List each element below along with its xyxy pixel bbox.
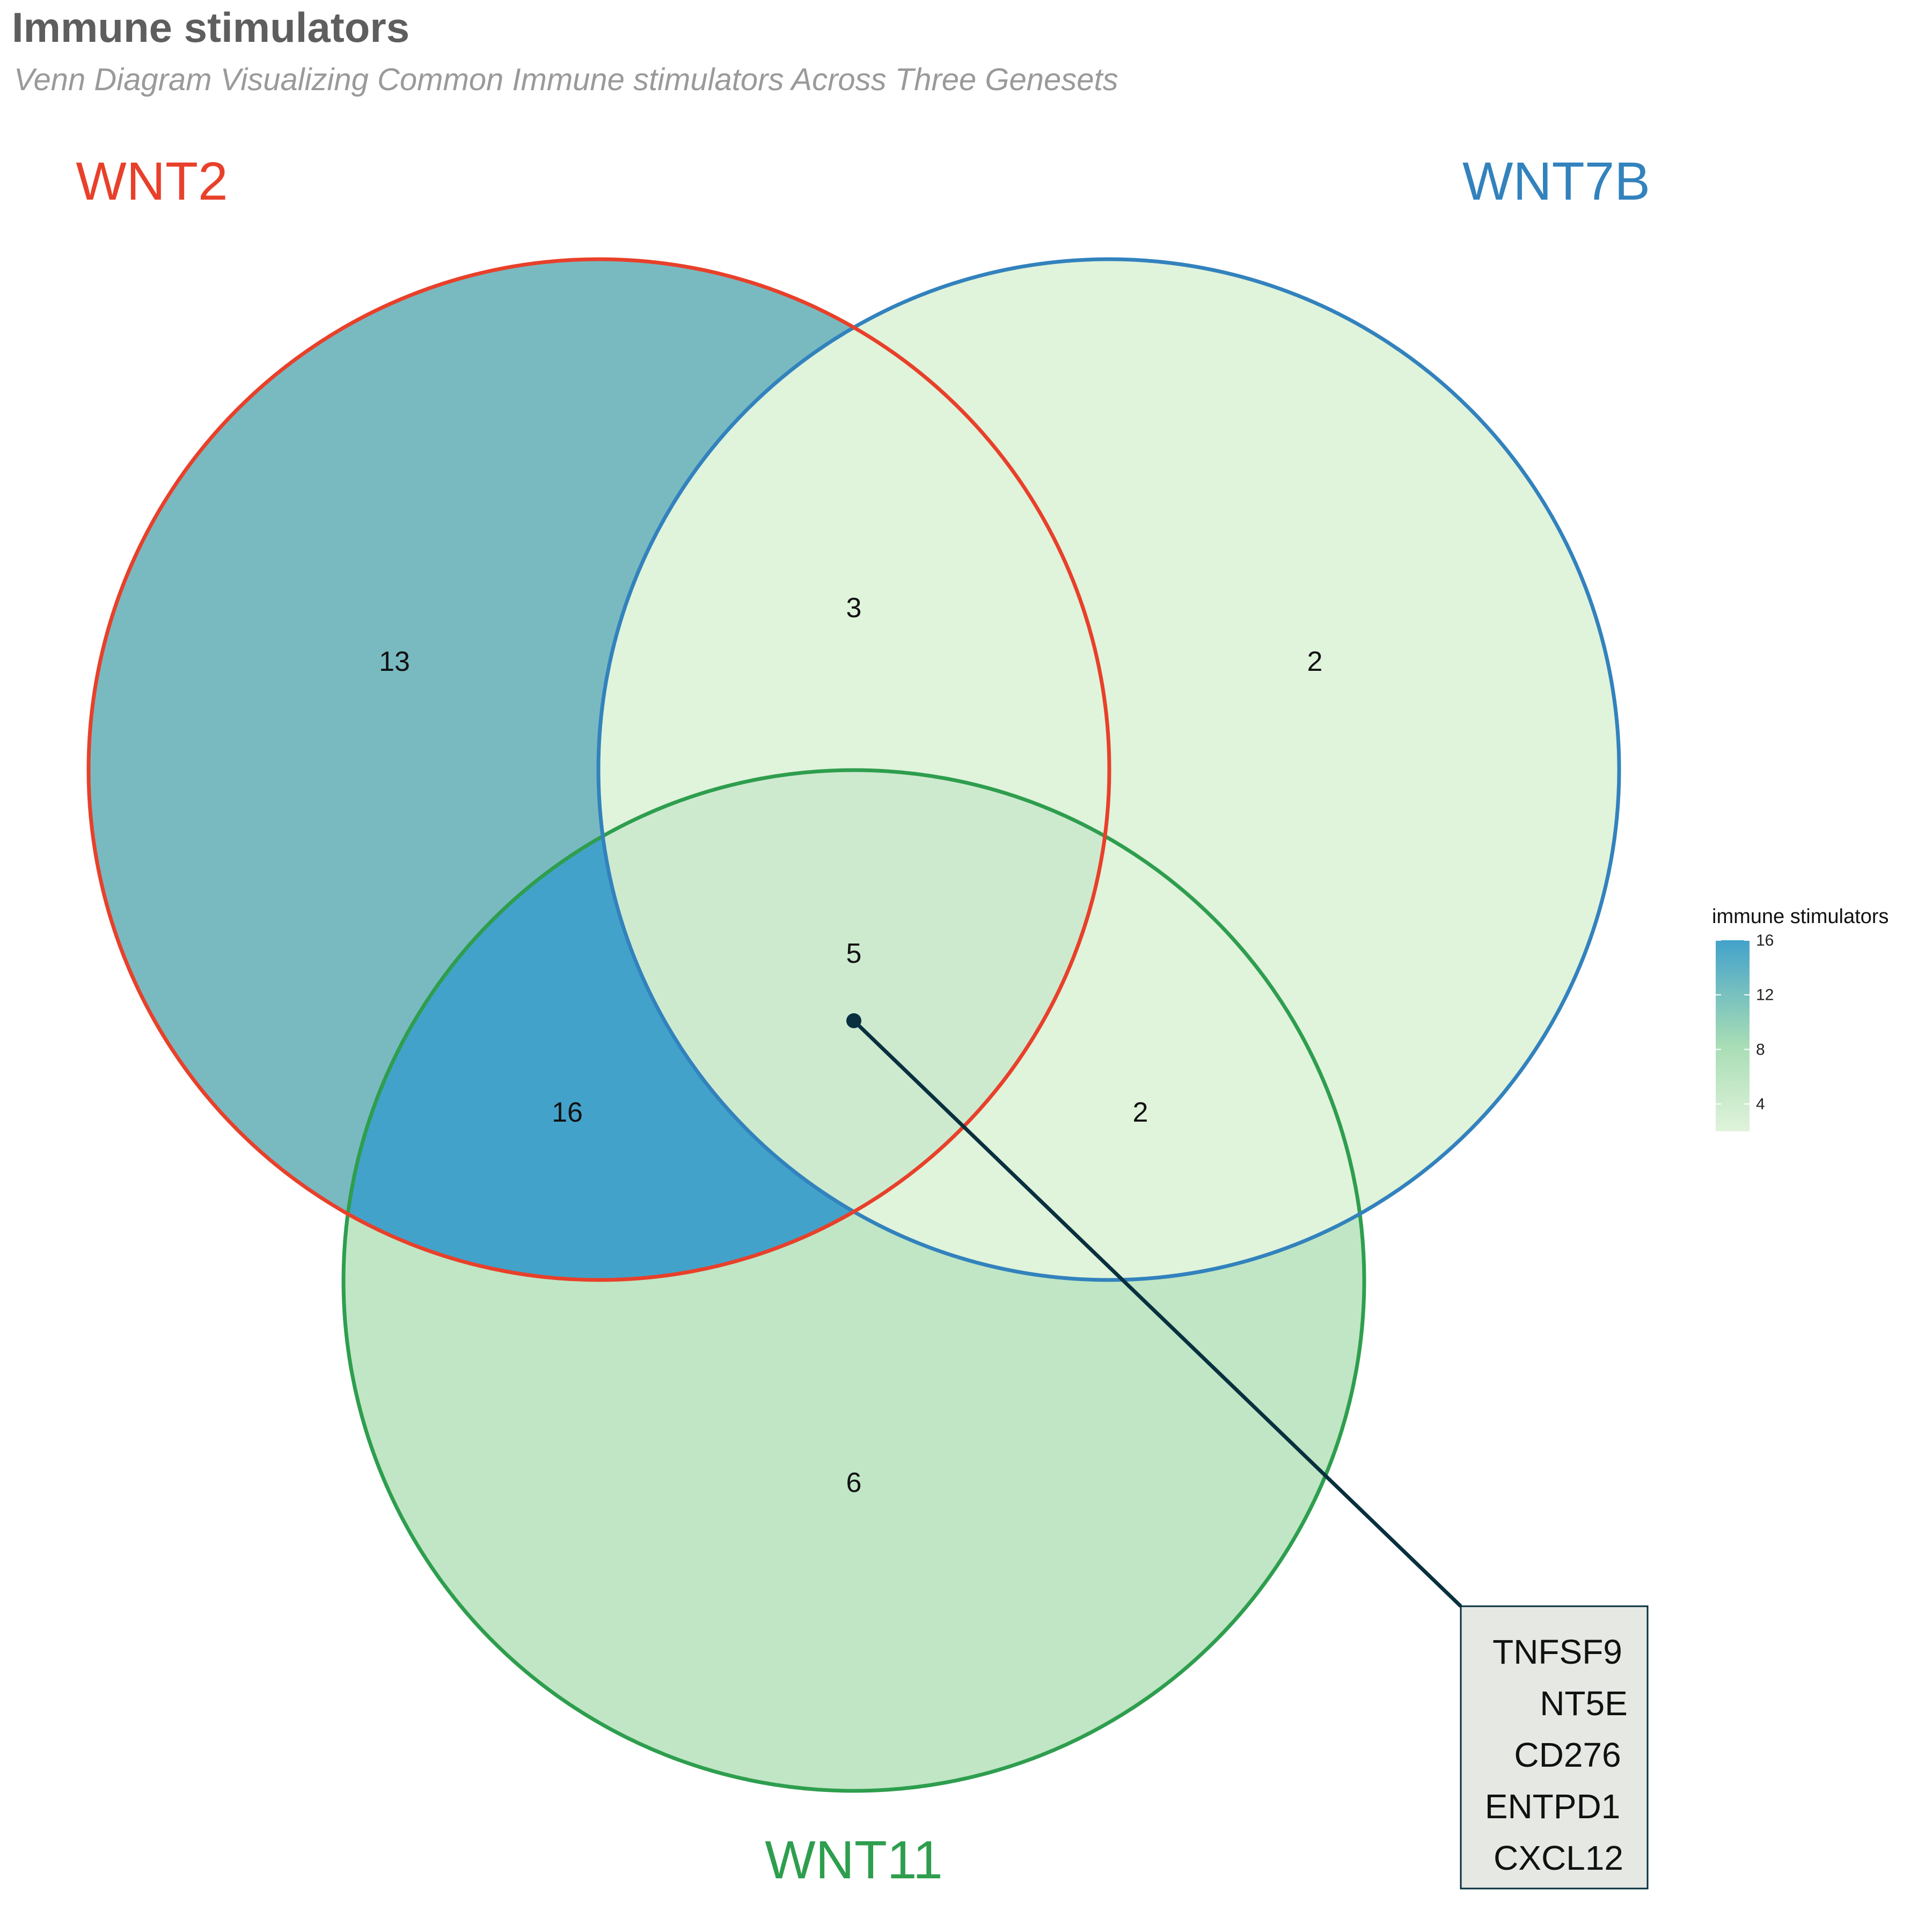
chart-subtitle: Venn Diagram Visualizing Common Immune s…: [14, 62, 1118, 97]
legend-tick-label: 12: [1756, 986, 1774, 1004]
gene-label: CD276: [1514, 1736, 1621, 1774]
color-legend: immune stimulators 16 12 8 4: [1712, 905, 1889, 1131]
gene-label: NT5E: [1540, 1684, 1628, 1723]
count-wnt2-wnt11: 16: [552, 1097, 583, 1128]
set-label-wnt2: WNT2: [76, 151, 228, 211]
legend-ticks: 16 12 8 4: [1716, 932, 1774, 1113]
legend-title: immune stimulators: [1712, 905, 1889, 928]
count-wnt2-only: 13: [379, 646, 410, 677]
legend-colorbar: [1716, 940, 1750, 1131]
callout-anchor-dot: [846, 1013, 861, 1028]
set-label-wnt11: WNT11: [765, 1830, 943, 1890]
gene-list-box: [1460, 1605, 1649, 1890]
count-wnt11-only: 6: [846, 1467, 862, 1498]
gene-label: CXCL12: [1494, 1839, 1623, 1877]
chart-title: Immune stimulators: [12, 4, 409, 51]
set-outline-wnt7b: [596, 257, 1621, 1282]
legend-tick-label: 4: [1756, 1095, 1765, 1113]
gene-label: TNFSF9: [1492, 1633, 1622, 1671]
count-all-three: 5: [846, 938, 862, 969]
set-outline-wnt2: [86, 257, 1111, 1282]
set-label-wnt7b: WNT7B: [1462, 151, 1650, 211]
gene-callout: TNFSF9 NT5E CD276 ENTPD1 CXCL12: [846, 1013, 1649, 1890]
count-wnt7b-only: 2: [1307, 646, 1323, 677]
gene-label: ENTPD1: [1485, 1787, 1621, 1826]
set-outline-wnt11: [341, 768, 1366, 1793]
callout-leader-line: [852, 1019, 1462, 1608]
legend-tick-label: 16: [1756, 932, 1774, 949]
count-wnt7b-wnt11: 2: [1133, 1097, 1148, 1128]
count-wnt2-wnt7b: 3: [846, 592, 862, 624]
legend-tick-label: 8: [1756, 1041, 1765, 1058]
